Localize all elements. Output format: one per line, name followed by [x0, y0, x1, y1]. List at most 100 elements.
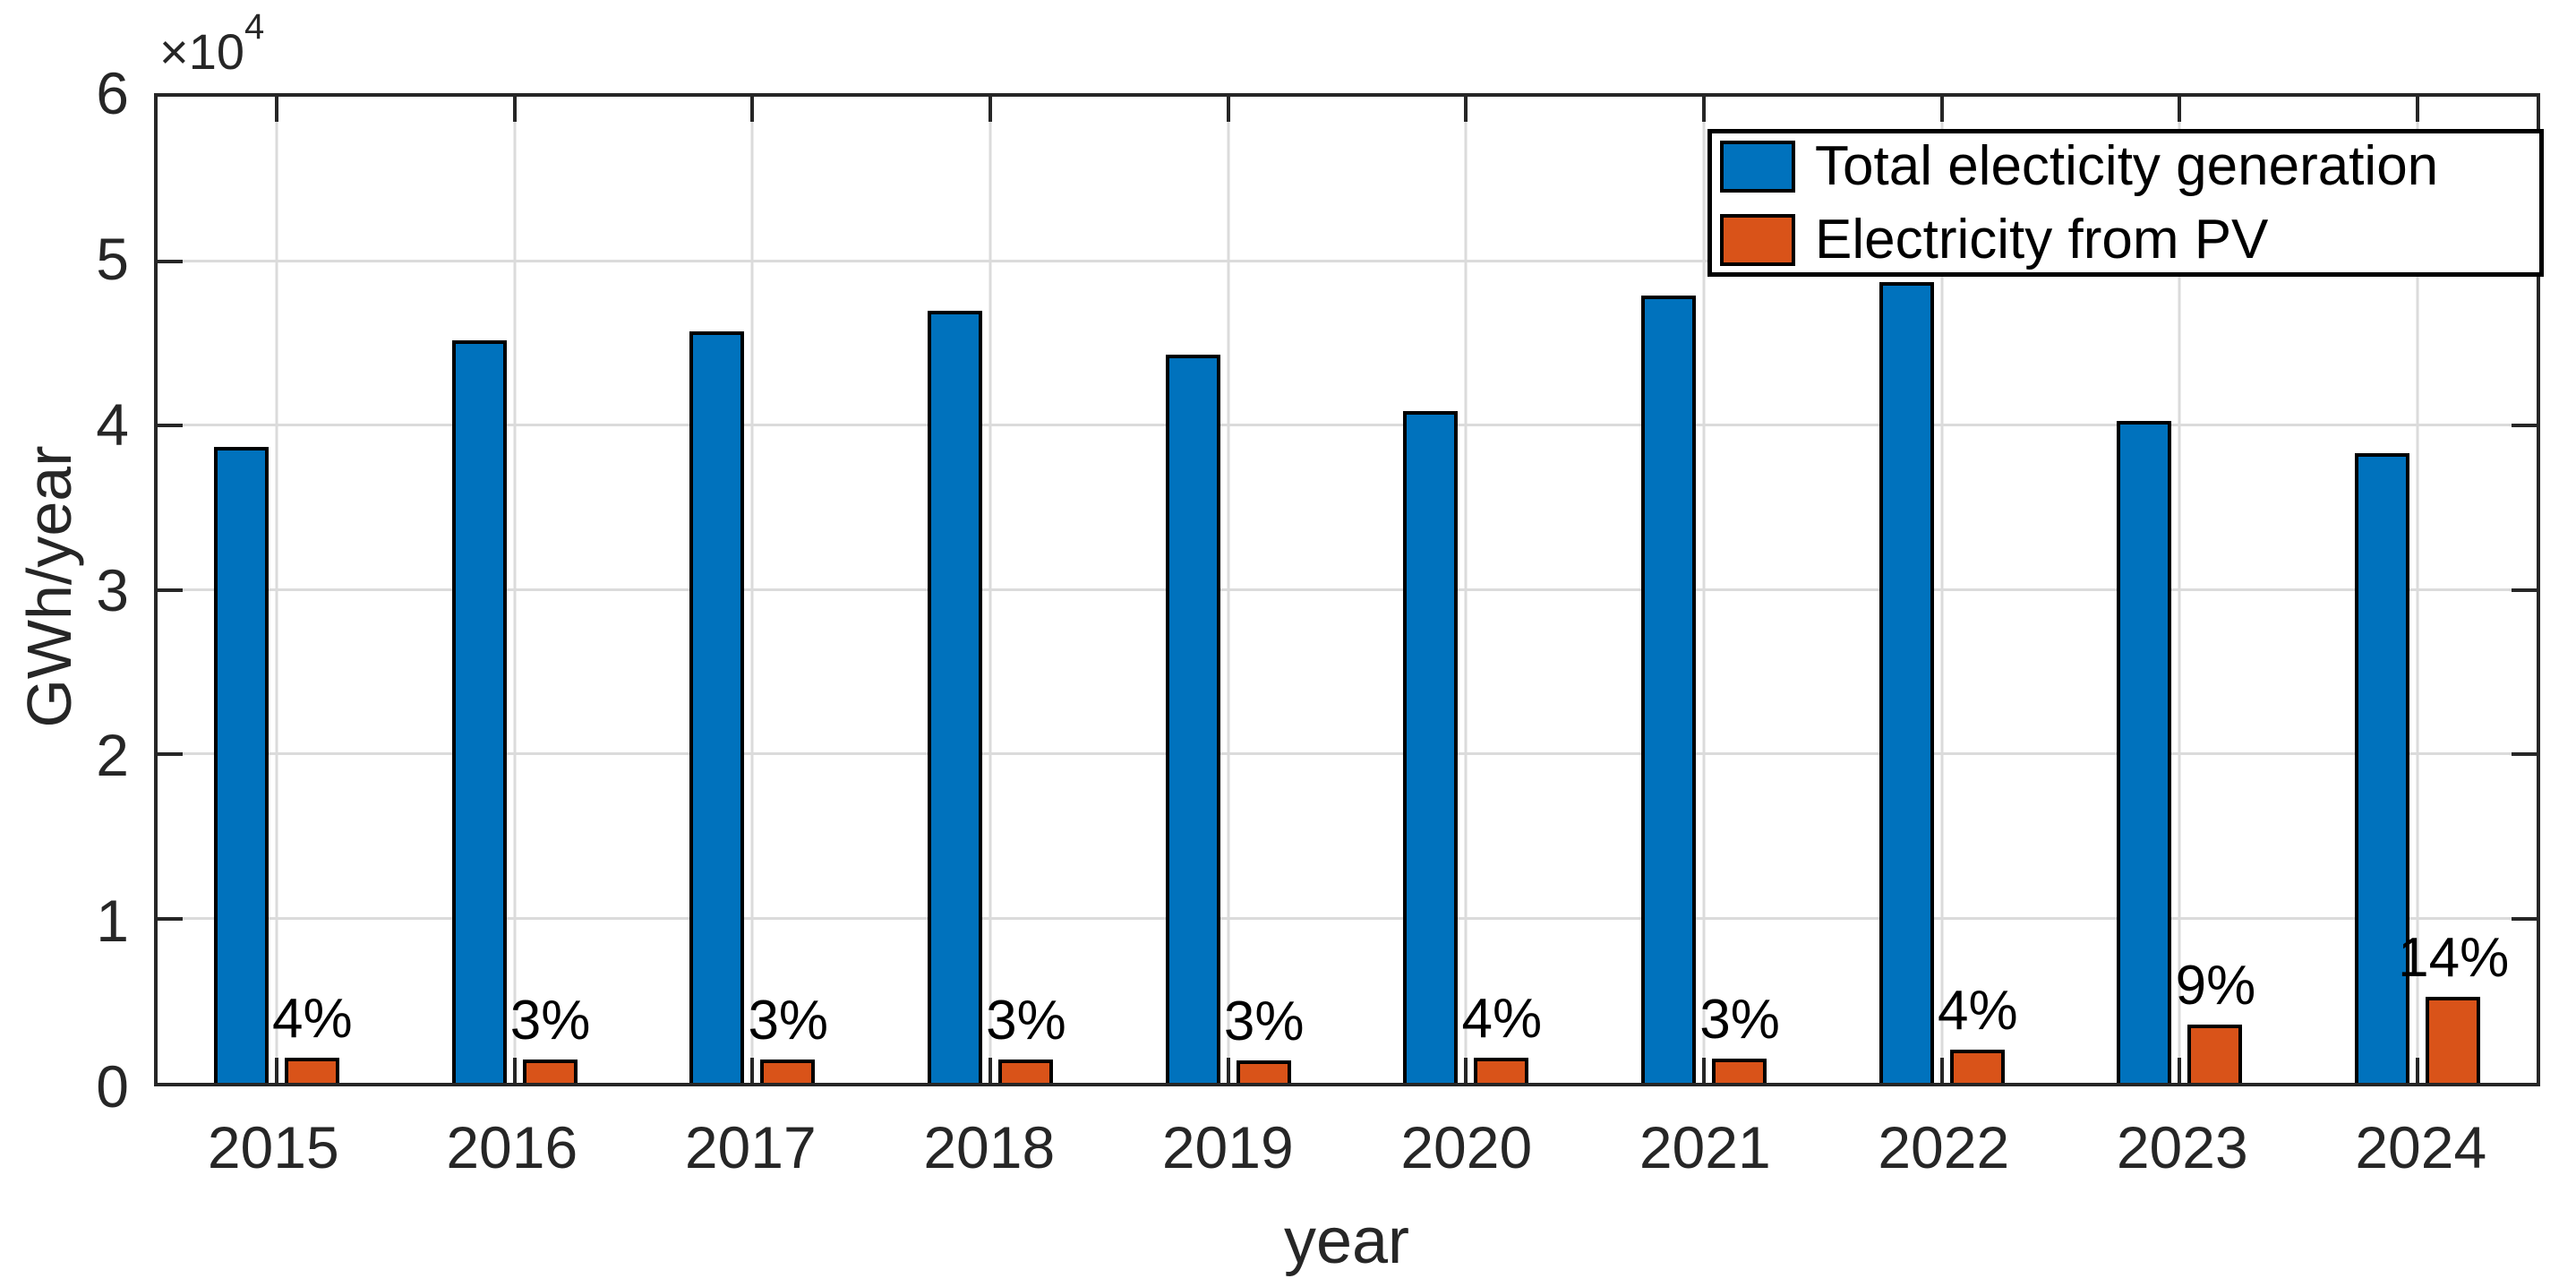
x-tick-label: 2022: [1878, 1114, 2010, 1180]
total-generation-bar: [689, 331, 745, 1083]
y-tick-label: 4: [96, 390, 129, 458]
year-group-2017: 3%: [633, 97, 871, 1083]
y-axis-multiplier-exponent: 4: [244, 7, 265, 47]
legend-label: Total electicity generation: [1815, 134, 2439, 197]
pv-share-label: 4%: [272, 988, 353, 1051]
pv-generation-bar: [2187, 1024, 2243, 1083]
total-generation-bar: [1641, 296, 1697, 1083]
vertical-gridline: [1702, 97, 1706, 1083]
pv-share-label: 3%: [986, 990, 1066, 1052]
x-tick-mark: [512, 97, 517, 122]
x-tick-label: 2020: [1400, 1114, 1533, 1180]
y-tick-label: 5: [96, 225, 129, 292]
year-group-2019: 3%: [1109, 97, 1348, 1083]
year-group-2022: 4%: [1823, 97, 2061, 1083]
x-tick-mark: [750, 1058, 755, 1083]
x-tick-mark: [1702, 1058, 1707, 1083]
vertical-gridline: [750, 97, 754, 1083]
x-tick-mark: [2178, 1058, 2182, 1083]
pv-share-label: 4%: [1461, 987, 1543, 1050]
x-tick-mark: [274, 1058, 278, 1083]
x-tick-mark: [1226, 1058, 1230, 1083]
x-tick-label: 2023: [2116, 1114, 2248, 1180]
total-generation-bar: [1403, 410, 1459, 1083]
x-tick-mark: [512, 1058, 517, 1083]
pv-share-label: 14%: [2398, 926, 2510, 989]
total-generation-bar: [1879, 282, 1934, 1083]
horizontal-gridline: [158, 424, 2537, 427]
y-tick-label: 6: [96, 60, 129, 126]
y-tick-mark: [2512, 588, 2537, 592]
horizontal-gridline: [158, 752, 2537, 756]
year-group-2021: 3%: [1585, 97, 1823, 1083]
pv-generation-bar: [1712, 1059, 1767, 1083]
x-tick-mark: [274, 97, 278, 122]
total-generation-bar: [213, 446, 269, 1083]
year-group-2024: 14%: [2298, 97, 2537, 1083]
y-tick-mark: [158, 588, 183, 592]
vertical-gridline: [1940, 97, 1944, 1083]
x-tick-mark: [2416, 97, 2420, 122]
vertical-gridline: [1227, 97, 1230, 1083]
x-tick-mark: [988, 1058, 992, 1083]
pv-generation-bar: [997, 1060, 1053, 1083]
y-tick-mark: [158, 259, 183, 263]
total-generation-bar: [2117, 420, 2172, 1083]
horizontal-gridline: [158, 259, 2537, 262]
year-group-2016: 3%: [396, 97, 634, 1083]
total-generation-bar: [1165, 355, 1220, 1083]
y-axis-multiplier-base: ×10: [159, 23, 244, 80]
legend-swatch: [1720, 213, 1795, 266]
x-tick-label: 2015: [207, 1114, 339, 1180]
x-tick-mark: [2178, 97, 2182, 122]
y-axis-multiplier: ×104: [159, 9, 264, 80]
x-tick-label: 2024: [2355, 1114, 2487, 1180]
pv-share-label: 3%: [748, 990, 829, 1052]
pv-generation-bar: [1474, 1057, 1529, 1083]
legend-row: Electricity from PV: [1720, 208, 2539, 270]
y-tick-mark: [2512, 752, 2537, 757]
x-tick-mark: [1464, 97, 1468, 122]
x-tick-label: 2017: [684, 1114, 817, 1180]
vertical-gridline: [2416, 97, 2419, 1083]
y-tick-label: 3: [96, 556, 129, 623]
x-tick-mark: [988, 97, 992, 122]
pv-share-label: 4%: [1937, 980, 2018, 1042]
x-tick-mark: [1226, 97, 1230, 122]
year-group-2020: 4%: [1348, 97, 1586, 1083]
year-group-2018: 3%: [871, 97, 1109, 1083]
pv-share-label: 9%: [2175, 954, 2256, 1017]
x-tick-mark: [1702, 97, 1707, 122]
x-tick-mark: [1939, 1058, 1944, 1083]
pv-generation-bar: [284, 1058, 339, 1083]
x-tick-mark: [1464, 1058, 1468, 1083]
x-tick-mark: [1939, 97, 1944, 122]
pv-share-label: 3%: [509, 990, 591, 1052]
year-group-2015: 4%: [158, 97, 396, 1083]
pv-generation-bar: [522, 1060, 578, 1083]
total-generation-bar: [451, 339, 507, 1083]
y-tick-mark: [158, 752, 183, 757]
pv-generation-bar: [2426, 996, 2481, 1083]
y-tick-label: 2: [96, 722, 129, 789]
pv-share-label: 3%: [1699, 989, 1780, 1051]
pv-generation-bar: [1949, 1050, 2005, 1083]
y-tick-mark: [2512, 424, 2537, 428]
x-tick-mark: [750, 97, 755, 122]
x-tick-label: 2018: [923, 1114, 1056, 1180]
pv-generation-bar: [760, 1060, 816, 1083]
x-tick-label: 2016: [446, 1114, 578, 1180]
y-tick-mark: [2512, 916, 2537, 921]
bar-groups-layer: 4% 3% 3% 3% 3% 4% 3% 4% 9% 14%: [158, 97, 2537, 1083]
vertical-gridline: [1464, 97, 1468, 1083]
legend-label: Electricity from PV: [1815, 208, 2269, 270]
x-tick-label: 2021: [1639, 1114, 1771, 1180]
horizontal-gridline: [158, 916, 2537, 920]
vertical-gridline: [2178, 97, 2181, 1083]
x-tick-label: 2019: [1161, 1114, 1294, 1180]
x-axis-title: year: [1283, 1205, 1410, 1277]
x-tick-mark: [2416, 1058, 2420, 1083]
y-tick-label: 1: [96, 888, 129, 955]
legend-row: Total electicity generation: [1720, 134, 2539, 197]
